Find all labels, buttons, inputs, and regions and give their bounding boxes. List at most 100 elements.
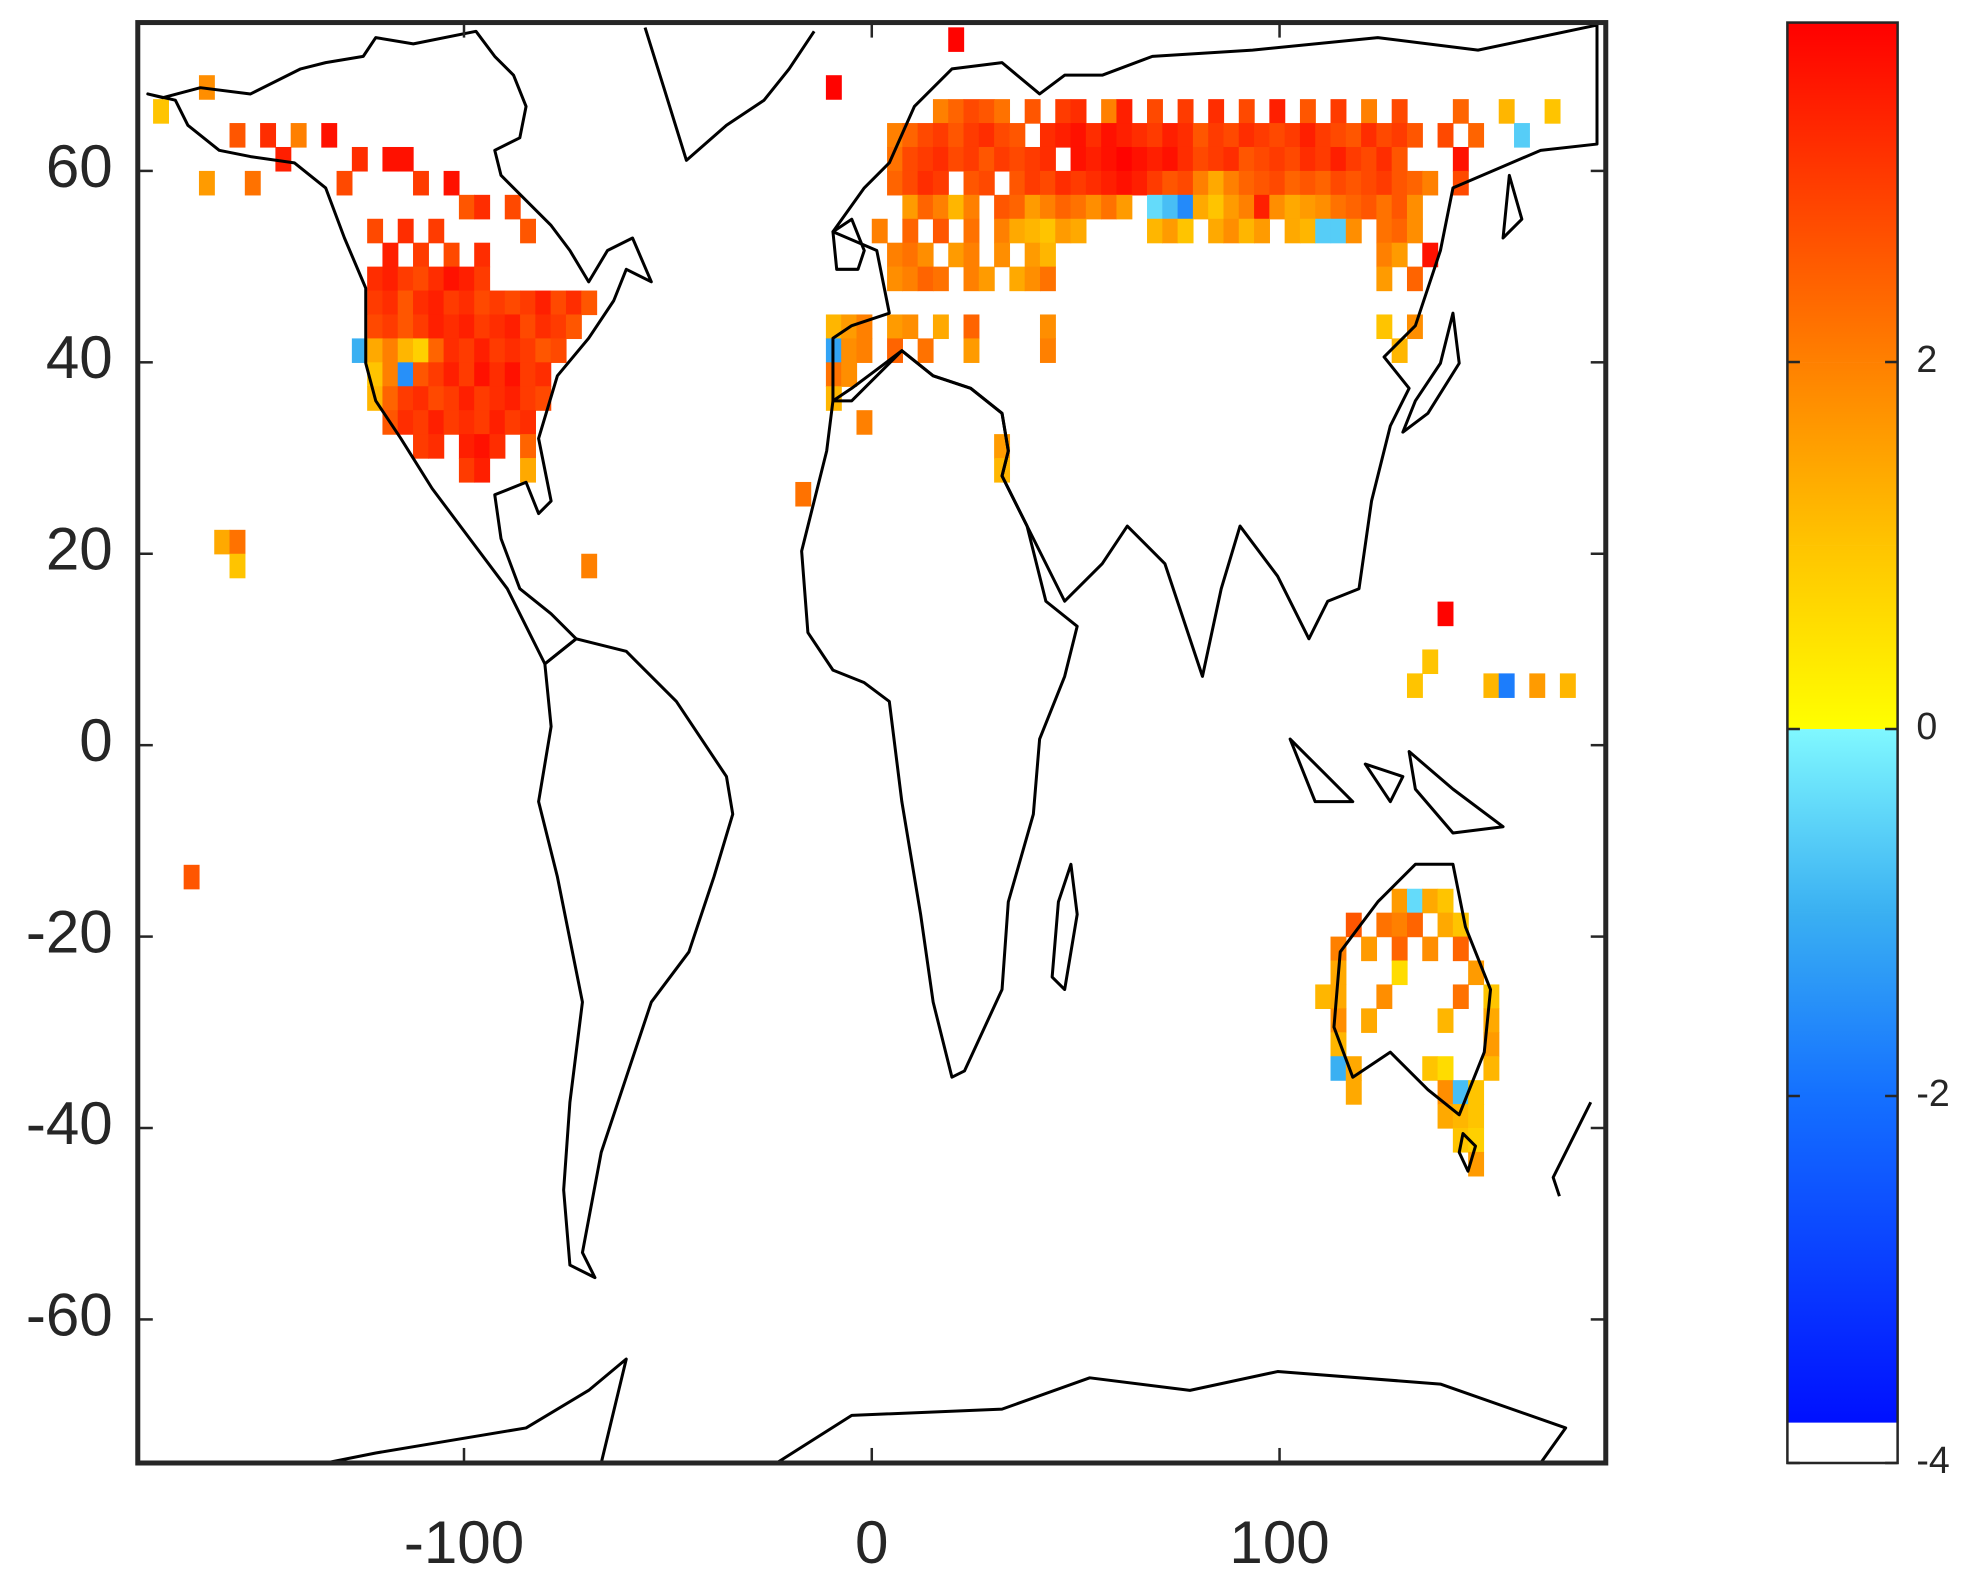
grid-cell xyxy=(504,410,521,435)
grid-cell xyxy=(1085,123,1102,148)
colorbar-tick-label: -4 xyxy=(1916,1439,1949,1481)
grid-cell xyxy=(963,194,980,220)
grid-cell xyxy=(1299,123,1316,148)
grid-cell xyxy=(994,123,1011,148)
grid-cell xyxy=(489,386,506,411)
grid-cell xyxy=(1070,170,1087,196)
grid-cell xyxy=(413,266,429,292)
grid-cell xyxy=(458,386,475,411)
grid-cell xyxy=(1330,99,1347,124)
grid-cell xyxy=(994,218,1011,244)
grid-cell xyxy=(397,290,414,316)
grid-cell xyxy=(978,266,995,292)
grid-cell xyxy=(948,194,965,220)
grid-cell xyxy=(1483,1056,1500,1081)
grid-cell xyxy=(1085,194,1102,220)
grid-cell xyxy=(504,386,521,411)
grid-cell xyxy=(382,290,399,316)
grid-cell xyxy=(887,170,903,196)
axes: -100 0 100 -60 -40 -20 0 20 40 60 xyxy=(26,22,1606,1576)
grid-cell xyxy=(367,266,384,292)
grid-cell xyxy=(1345,170,1362,196)
grid-cell xyxy=(1055,218,1072,244)
grid-cell xyxy=(994,99,1011,124)
grid-cell xyxy=(397,338,414,363)
grid-cell xyxy=(367,338,384,363)
y-tick-label: 40 xyxy=(46,324,113,391)
grid-cell xyxy=(520,290,536,316)
grid-cell xyxy=(1361,936,1378,962)
grid-cell xyxy=(1452,936,1469,962)
grid-cell xyxy=(520,434,536,459)
grid-cell xyxy=(443,386,460,411)
grid-cell xyxy=(1361,123,1378,148)
grid-cell xyxy=(1269,194,1286,220)
grid-cell xyxy=(198,170,215,196)
grid-cell xyxy=(443,266,460,292)
grid-cell xyxy=(1101,146,1118,172)
x-tick-label: 100 xyxy=(1229,1509,1329,1576)
grid-cell xyxy=(413,386,429,411)
grid-cell xyxy=(1406,218,1423,244)
grid-cell xyxy=(948,99,965,124)
x-tick-label: -100 xyxy=(404,1509,524,1576)
grid-cell xyxy=(1406,888,1423,914)
grid-cell xyxy=(535,290,552,316)
grid-cell xyxy=(458,434,475,459)
grid-cell xyxy=(1483,984,1500,1009)
grid-cell xyxy=(1468,1128,1485,1153)
grid-cell xyxy=(1437,1104,1454,1129)
grid-cell xyxy=(397,314,414,340)
colorbar-frame xyxy=(1786,21,1899,1465)
grid-cell xyxy=(443,362,460,387)
grid-cell xyxy=(1024,194,1041,220)
grid-cell xyxy=(382,314,399,340)
grid-cell xyxy=(1498,99,1515,124)
colorbar-tick-label: -2 xyxy=(1916,1072,1949,1114)
grid-cell xyxy=(1147,99,1163,124)
grid-cell xyxy=(994,146,1011,172)
grid-cell xyxy=(413,170,429,196)
grid-cell xyxy=(1131,146,1148,172)
coast-greenland xyxy=(643,27,816,162)
grid-cell xyxy=(275,146,292,172)
grid-cell xyxy=(1177,99,1194,124)
grid-cell xyxy=(1391,242,1408,268)
grid-cell xyxy=(1330,936,1347,962)
grid-cell xyxy=(1208,146,1225,172)
grid-cell xyxy=(474,338,491,363)
grid-cell xyxy=(1039,242,1056,268)
grid-cell xyxy=(902,218,919,244)
coast-australia xyxy=(1332,862,1493,1173)
grid-cell xyxy=(443,338,460,363)
grid-cell xyxy=(1101,123,1118,148)
grid-cell xyxy=(367,218,384,244)
colorbar-segment xyxy=(1787,1422,1898,1463)
grid-cell xyxy=(1162,170,1179,196)
grid-cell xyxy=(214,529,231,555)
grid-cell xyxy=(397,410,414,435)
grid-cell xyxy=(1254,123,1270,148)
colorbar-segment xyxy=(1787,545,1898,730)
grid-cell xyxy=(535,338,552,363)
grid-cell xyxy=(504,338,521,363)
grid-cell xyxy=(1452,984,1469,1009)
grid-cell xyxy=(978,99,995,124)
grid-cell xyxy=(1147,123,1163,148)
grid-cell xyxy=(1223,146,1240,172)
coast-antarctica xyxy=(325,1357,1568,1463)
grid-cell xyxy=(1376,170,1393,196)
grid-cell xyxy=(887,338,903,363)
grid-cell xyxy=(1177,146,1194,172)
grid-cell xyxy=(1147,170,1163,196)
grid-cell xyxy=(1284,170,1301,196)
grid-cell xyxy=(856,410,873,435)
y-tick-label: 20 xyxy=(46,516,113,583)
grid-cell xyxy=(1162,123,1179,148)
coast-madagascar xyxy=(1050,862,1079,992)
colorbar: -4 -2 0 2 xyxy=(1787,22,1950,1481)
grid-cell xyxy=(1452,1080,1469,1105)
grid-cell xyxy=(1559,673,1576,698)
grid-cell xyxy=(841,362,858,387)
